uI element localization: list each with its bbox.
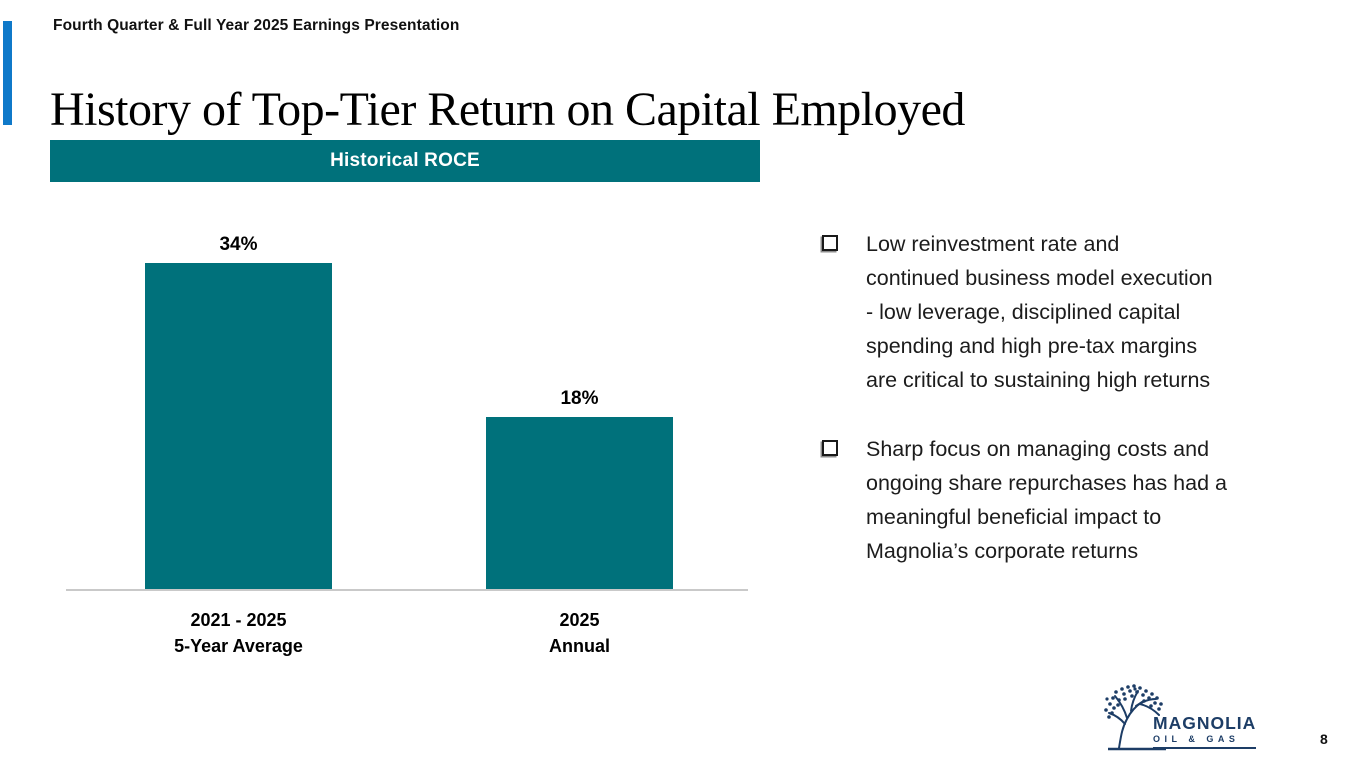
bar-column-2025-annual: 18% [486, 388, 673, 590]
checkbox-bullet-icon [822, 235, 838, 251]
logo-wordmark: MAGNOLIA OIL & GAS [1153, 713, 1257, 749]
chart-title: Historical ROCE [330, 150, 480, 171]
presentation-subtitle: Fourth Quarter & Full Year 2025 Earnings… [53, 17, 460, 34]
bullet-list: Low reinvestment rate and continued busi… [822, 227, 1304, 568]
bullet-item: Sharp focus on managing costs and ongoin… [822, 432, 1304, 568]
bar-value-label: 34% [219, 234, 258, 255]
page-number: 8 [1320, 731, 1328, 747]
bar-2025-annual [486, 417, 673, 590]
logo-tagline: OIL & GAS [1153, 734, 1257, 749]
bar-column-5yr-average: 34% [145, 234, 332, 590]
accent-bar [3, 21, 12, 125]
bullet-text: Sharp focus on managing costs and ongoin… [866, 437, 1227, 563]
company-logo: MAGNOLIA OIL & GAS [1100, 684, 1300, 756]
category-label-2025-annual: 2025 Annual [549, 610, 610, 656]
x-axis-line [66, 589, 748, 591]
bullet-text: Low reinvestment rate and continued busi… [866, 232, 1213, 392]
slide-title: History of Top-Tier Return on Capital Em… [50, 83, 965, 137]
checkbox-bullet-icon [822, 440, 838, 456]
bar-5yr-average [145, 263, 332, 590]
logo-company-name: MAGNOLIA [1153, 713, 1257, 733]
magnolia-tree-icon [1104, 684, 1166, 751]
bullet-item: Low reinvestment rate and continued busi… [822, 227, 1304, 397]
bar-value-label: 18% [560, 388, 599, 409]
chart-title-banner: Historical ROCE [50, 140, 760, 182]
category-label-5yr-average: 2021 - 2025 5-Year Average [174, 610, 303, 656]
